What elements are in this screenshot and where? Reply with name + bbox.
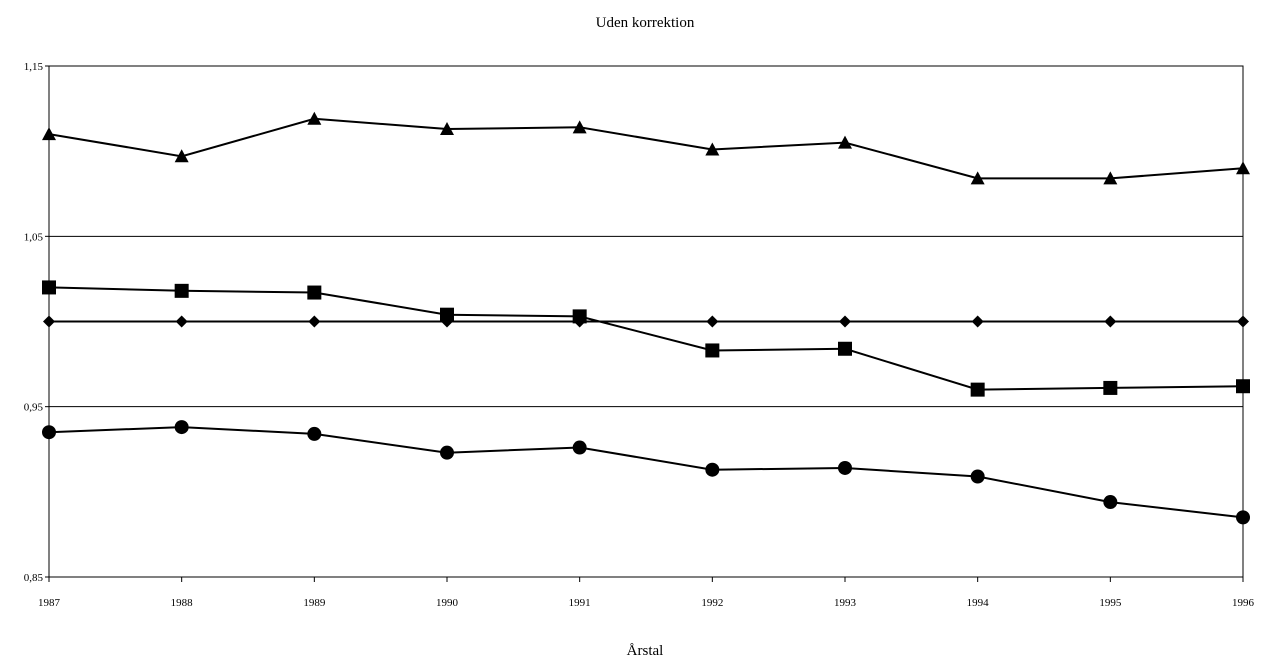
data-point (42, 280, 56, 295)
data-point (1104, 315, 1117, 328)
data-point (970, 382, 985, 397)
data-point (1103, 495, 1118, 510)
data-point (1236, 161, 1250, 175)
x-tick-label: 1990 (436, 597, 459, 609)
chart-title: Uden korrektion (596, 15, 695, 31)
x-tick-label: 1995 (1099, 597, 1122, 609)
x-tick-label: 1993 (834, 597, 857, 609)
series-triangle (42, 111, 1250, 185)
series-diamond (43, 315, 1249, 328)
y-tick-label: 1,05 (24, 231, 44, 243)
x-tick-label: 1994 (967, 597, 990, 609)
x-axis-ticks: 1987 1988 1989 1990 1991 1992 1993 1994 1995 1996 (38, 577, 1255, 609)
y-tick-label: 1,15 (24, 61, 44, 73)
series-line (48, 426, 1244, 519)
data-point (175, 315, 188, 328)
data-point (970, 469, 985, 484)
data-point (838, 460, 852, 475)
data-point (440, 445, 454, 460)
data-point (1103, 380, 1118, 395)
y-tick-label: 0,95 (24, 402, 44, 414)
data-point (1236, 510, 1250, 525)
data-point (43, 315, 55, 328)
data-point (42, 425, 56, 440)
grid-lines (49, 235, 1243, 408)
y-axis-ticks: 0,85 0,95 1,05 1,15 (24, 61, 49, 584)
x-tick-label: 1989 (303, 597, 326, 609)
data-point (573, 315, 586, 328)
data-point (308, 315, 321, 328)
data-point (705, 142, 720, 156)
data-point (174, 420, 189, 435)
data-point (42, 127, 56, 141)
x-tick-label: 1988 (171, 597, 194, 609)
series-group (42, 111, 1250, 525)
data-point (440, 122, 454, 136)
series-circle (42, 420, 1250, 525)
data-point (174, 283, 189, 298)
data-point (971, 315, 984, 328)
data-point (441, 315, 453, 328)
data-point (970, 171, 985, 185)
x-tick-label: 1987 (38, 597, 61, 609)
data-point (1236, 379, 1250, 394)
data-point (1237, 315, 1249, 328)
data-point (307, 285, 322, 300)
data-point (706, 315, 719, 328)
data-point (838, 135, 852, 149)
y-tick-label: 0,85 (24, 572, 44, 584)
data-point (307, 111, 322, 125)
data-point (838, 341, 852, 356)
data-point (572, 120, 587, 134)
data-point (705, 462, 720, 477)
data-point (705, 343, 720, 358)
data-point (174, 149, 189, 163)
data-point (839, 315, 851, 328)
series-square (42, 280, 1250, 397)
series-line (48, 286, 1244, 391)
x-tick-label: 1992 (701, 597, 723, 609)
data-point (440, 307, 454, 322)
data-point (307, 426, 322, 441)
data-point (1103, 171, 1118, 185)
data-point (572, 440, 587, 455)
x-tick-label: 1996 (1232, 597, 1255, 609)
series-line (48, 117, 1244, 180)
x-axis-label: Årstal (627, 643, 664, 659)
x-tick-label: 1991 (569, 597, 591, 609)
